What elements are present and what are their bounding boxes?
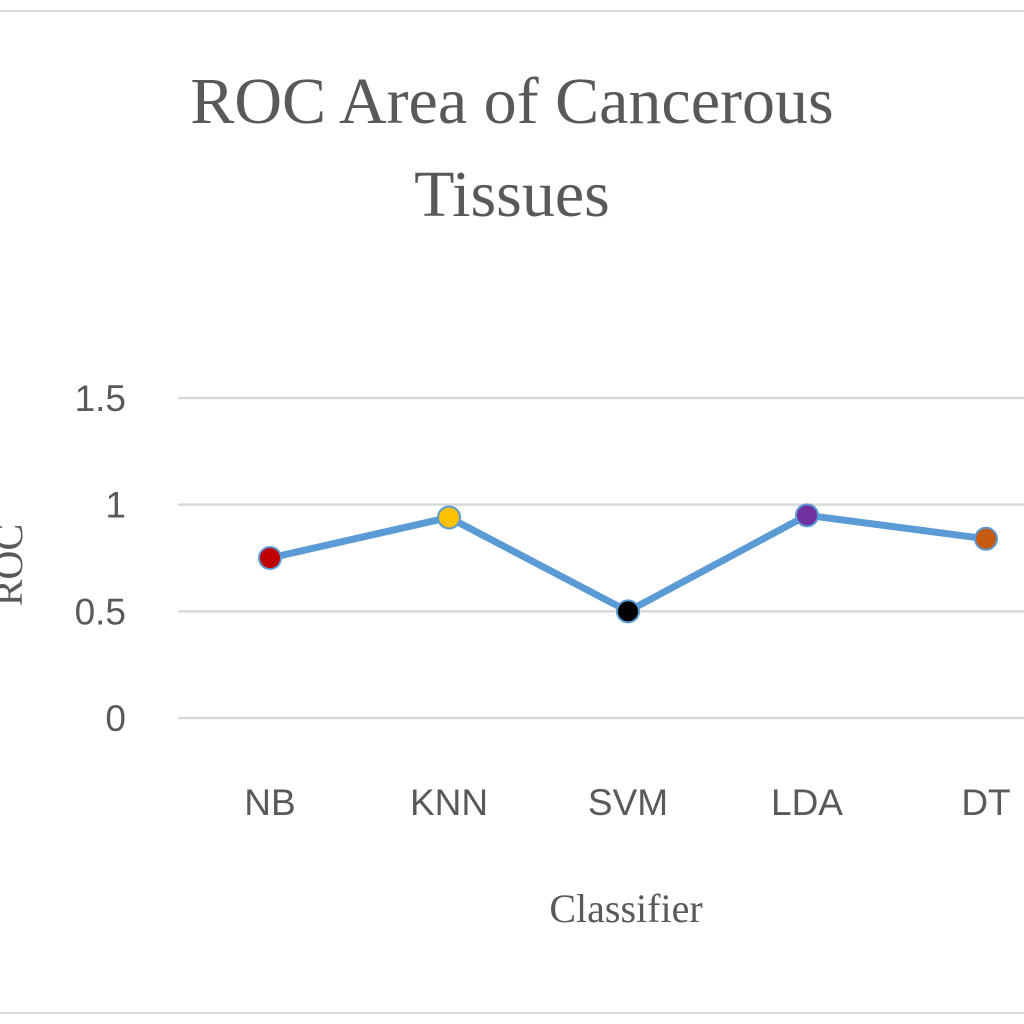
x-tick-label-dt: DT	[961, 782, 1010, 823]
x-tick-label-svm: SVM	[588, 782, 668, 823]
y-axis-title: ROC	[0, 524, 31, 606]
chart-title-line1: ROC Area of Cancerous	[190, 65, 834, 138]
gridlines	[178, 396, 1024, 720]
data-point-knn	[437, 505, 461, 530]
data-point-nb	[258, 546, 282, 570]
y-tick-label: 1	[105, 485, 126, 526]
y-axis-ticks: 0 0.5 1 1.5	[75, 378, 126, 739]
chart-title-line2: Tissues	[414, 158, 610, 231]
y-tick-label: 0.5	[75, 591, 126, 632]
series-markers	[258, 503, 998, 624]
data-point-svm	[616, 599, 640, 624]
x-tick-label-lda: LDA	[771, 782, 843, 823]
x-axis-ticks: NB KNN SVM LDA DT	[244, 782, 1010, 823]
y-tick-label: 1.5	[75, 378, 126, 419]
data-point-dt	[974, 526, 998, 551]
x-axis-title: Classifier	[549, 886, 702, 931]
data-point-lda	[795, 503, 819, 528]
x-tick-label-nb: NB	[244, 782, 295, 823]
chart-frame	[0, 10, 1024, 1014]
series-line-0	[266, 511, 990, 615]
y-tick-label: 0	[105, 698, 126, 739]
x-tick-label-knn: KNN	[410, 782, 488, 823]
series-line-group	[266, 511, 990, 615]
